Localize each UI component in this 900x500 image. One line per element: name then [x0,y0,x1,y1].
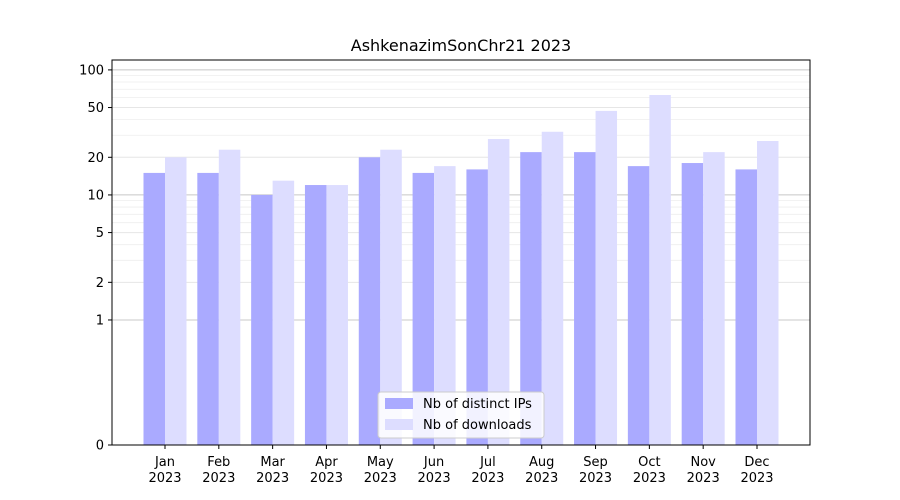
x-tick-label-year: 2023 [202,471,235,486]
x-tick-label-month: Feb [207,455,230,470]
legend-swatch-distinct-ips [385,398,413,409]
x-tick-label-year: 2023 [310,471,343,486]
y-tick-label: 2 [96,276,104,291]
x-tick-label-year: 2023 [579,471,612,486]
bar-downloads [272,180,295,445]
y-tick-label: 100 [79,63,104,78]
x-tick-label-year: 2023 [525,471,558,486]
x-tick-label-month: Aug [529,455,554,470]
bar-downloads [165,157,187,446]
x-tick-label-month: Sep [583,455,608,470]
y-axis: 0 1 2 5 10 20 50 100 [79,63,112,454]
x-tick-label-month: Oct [638,455,660,470]
x-tick-label-month: Dec [744,455,769,470]
bar-distinct-ips [143,172,165,446]
bar-downloads [541,131,564,445]
bar-distinct-ips [735,169,757,445]
x-tick-label-month: May [367,455,394,470]
x-tick-label-month: Jan [154,455,175,470]
x-axis: Jan2023Feb2023Mar2023Apr2023May2023Jun20… [148,445,774,486]
bar-distinct-ips [466,169,488,445]
x-tick-label-month: Jun [423,455,444,470]
bar-downloads [757,141,779,445]
bar-downloads [487,139,510,445]
x-tick-label-month: Nov [690,455,716,470]
legend-label-downloads: Nb of downloads [423,418,532,433]
bar-downloads [434,166,456,445]
legend-label-distinct-ips: Nb of distinct IPs [423,397,532,412]
bar-downloads [380,149,402,445]
bars-layer [143,94,779,446]
bar-distinct-ips [197,172,219,446]
y-tick-label: 10 [87,188,104,203]
y-tick-label: 5 [96,226,104,241]
legend-swatch-downloads [385,419,413,430]
bar-distinct-ips [681,163,704,445]
x-tick-label-month: Apr [315,455,338,470]
y-tick-label: 0 [96,439,104,454]
x-tick-label-year: 2023 [364,471,397,486]
chart-title: AshkenazimSonChr21 2023 [351,36,571,55]
bar-distinct-ips [412,172,435,446]
legend-box [377,391,545,439]
x-tick-label-year: 2023 [471,471,504,486]
y-tick-label: 1 [96,313,104,328]
bar-downloads [218,149,241,445]
plot-frame [111,59,811,446]
x-tick-label-year: 2023 [740,471,773,486]
y-tick-label: 20 [87,151,104,166]
x-tick-label-month: Mar [260,455,285,470]
x-tick-label-year: 2023 [418,471,451,486]
bar-distinct-ips [574,152,596,445]
x-tick-label-year: 2023 [633,471,666,486]
y-tick-label: 50 [87,101,104,116]
legend: Nb of distinct IPs Nb of downloads [377,391,545,439]
x-tick-label-month: Jul [479,455,496,470]
bar-downloads [703,152,725,445]
x-tick-label-year: 2023 [256,471,289,486]
bar-distinct-ips [304,185,327,445]
bar-distinct-ips [627,166,650,445]
x-tick-label-year: 2023 [148,471,181,486]
x-tick-label-year: 2023 [687,471,720,486]
bar-downloads [326,185,348,445]
bar-downloads [595,110,618,446]
bar-distinct-ips [520,152,542,445]
bar-downloads [649,94,671,446]
bar-distinct-ips [251,194,273,445]
bar-distinct-ips [358,157,381,446]
